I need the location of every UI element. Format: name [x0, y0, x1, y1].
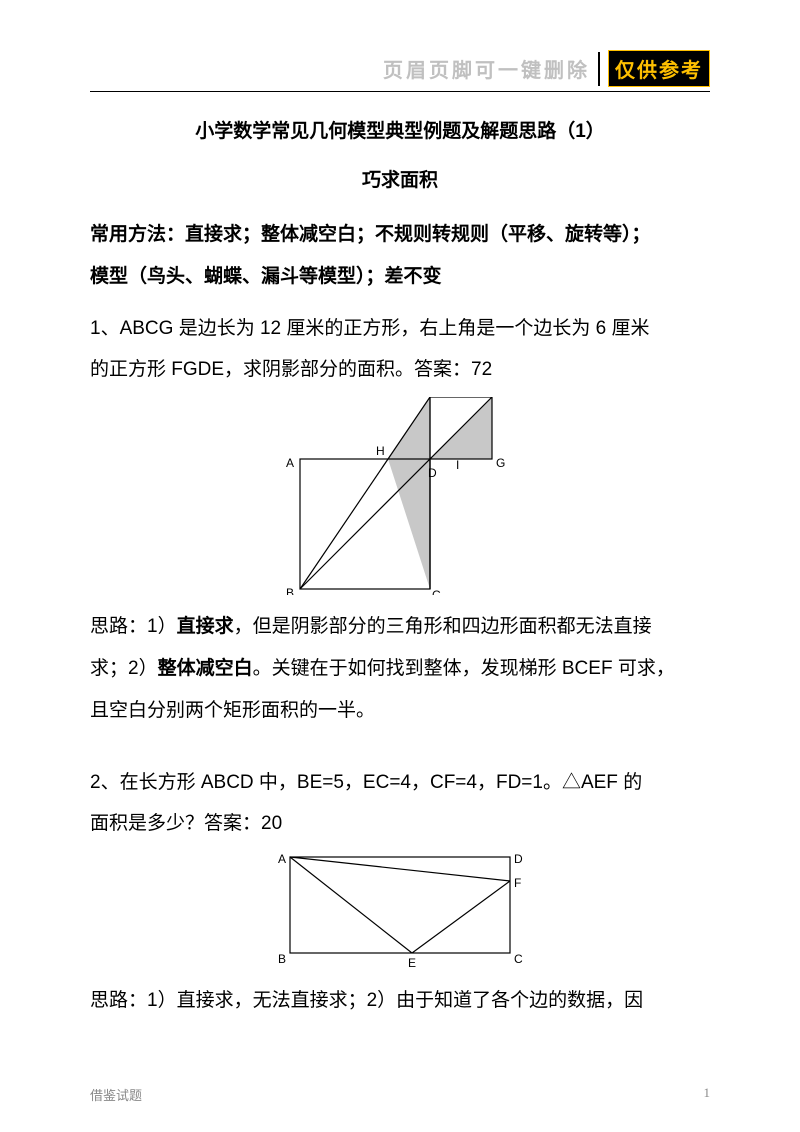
svg-text:G: G	[496, 456, 505, 470]
svg-text:D: D	[428, 466, 437, 480]
footer-left: 借鉴试题	[90, 1085, 142, 1104]
q2-solution: 思路：1）直接求，无法直接求；2）由于知道了各个边的数据，因	[90, 980, 710, 1022]
header-badge: 仅供参考	[608, 50, 710, 87]
q1-sol-b2: 整体减空白	[158, 658, 253, 679]
svg-text:A: A	[278, 852, 286, 866]
header-grey-text: 页眉页脚可一键删除	[383, 54, 590, 83]
header-rule	[90, 91, 710, 92]
svg-text:E: E	[496, 397, 504, 398]
doc-subtitle: 巧求面积	[90, 165, 710, 192]
spacer	[90, 736, 710, 762]
svg-text:I: I	[456, 458, 459, 472]
q1-sol-mid: ，但是阴影部分的三角形和四边形面积都无法直接	[234, 616, 652, 637]
svg-text:H: H	[376, 444, 385, 458]
figure-1: A B C F E G H D I	[280, 397, 520, 595]
q1-sol-d: 。关键在于如何找到整体，发现梯形 BCEF 可求，	[253, 658, 675, 679]
svg-text:F: F	[426, 397, 433, 398]
figure-1-wrap: A B C F E G H D I	[90, 397, 710, 600]
q1-line-b: 的正方形 FGDE，求阴影部分的面积。答案：72	[90, 359, 492, 380]
q1-sol-b1: 直接求	[177, 616, 234, 637]
q1-line-a: 1、ABCG 是边长为 12 厘米的正方形，右上角是一个边长为 6 厘米	[90, 318, 650, 339]
q2-line-b: 面积是多少？答案：20	[90, 813, 282, 834]
svg-text:A: A	[286, 456, 294, 470]
svg-text:B: B	[278, 952, 286, 966]
q1-sol-e: 且空白分别两个矩形面积的一半。	[90, 700, 375, 721]
methods-line-1: 常用方法：直接求；整体减空白；不规则转规则（平移、旋转等）；	[90, 214, 710, 256]
figure-2-wrap: A D B C E F	[90, 851, 710, 974]
svg-text:C: C	[432, 588, 441, 595]
q2-sol-a: 思路：1）直接求，无法直接求；2）由于知道了各个边的数据，因	[90, 990, 643, 1011]
q2-line-a: 2、在长方形 ABCD 中，BE=5，EC=4，CF=4，FD=1。△AEF 的	[90, 772, 642, 793]
figure-2: A D B C E F	[270, 851, 530, 969]
q2-text: 2、在长方形 ABCD 中，BE=5，EC=4，CF=4，FD=1。△AEF 的…	[90, 762, 710, 846]
svg-text:E: E	[408, 956, 416, 969]
footer: 借鉴试题 1	[90, 1085, 710, 1104]
doc-title: 小学数学常见几何模型典型例题及解题思路（1）	[90, 116, 710, 143]
svg-text:B: B	[286, 586, 294, 595]
svg-text:C: C	[514, 952, 523, 966]
footer-right: 1	[704, 1085, 711, 1104]
q1-sol-pre: 思路：1）	[90, 616, 177, 637]
methods-block: 常用方法：直接求；整体减空白；不规则转规则（平移、旋转等）； 模型（鸟头、蝴蝶、…	[90, 214, 710, 298]
svg-text:D: D	[514, 852, 523, 866]
methods-line-2: 模型（鸟头、蝴蝶、漏斗等模型）；差不变	[90, 256, 710, 298]
page: 页眉页脚可一键删除 仅供参考 小学数学常见几何模型典型例题及解题思路（1） 巧求…	[0, 0, 800, 1056]
svg-text:F: F	[514, 876, 521, 890]
q1-sol-c: 求；2）	[90, 658, 158, 679]
header: 页眉页脚可一键删除 仅供参考	[90, 50, 710, 87]
q1-solution: 思路：1）直接求，但是阴影部分的三角形和四边形面积都无法直接 求；2）整体减空白…	[90, 606, 710, 731]
q1-text: 1、ABCG 是边长为 12 厘米的正方形，右上角是一个边长为 6 厘米 的正方…	[90, 308, 710, 392]
header-divider	[598, 52, 600, 86]
